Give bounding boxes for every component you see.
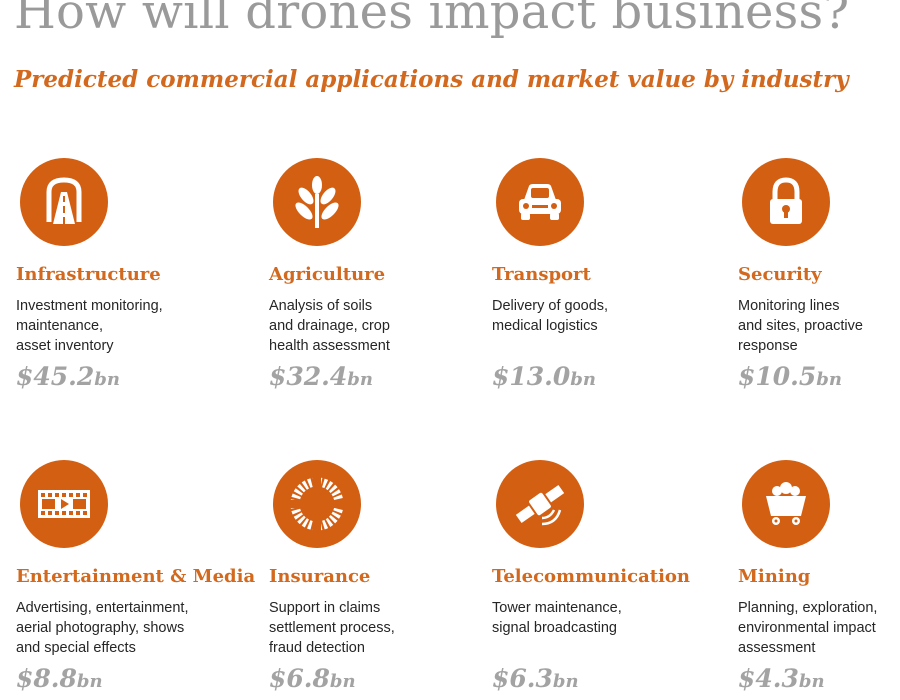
industry-title: Transport xyxy=(492,264,591,285)
industry-title: Mining xyxy=(738,566,811,587)
road-tunnel-icon xyxy=(20,158,108,246)
industry-description: Tower maintenance, signal broadcasting xyxy=(492,600,622,636)
industry-market-value: $32.4bn xyxy=(269,362,373,391)
industry-title: Insurance xyxy=(269,566,371,587)
industry-description: Monitoring lines and sites, proactive re… xyxy=(738,298,863,354)
film-strip-icon xyxy=(20,460,108,548)
industry-market-value: $6.3bn xyxy=(492,664,579,693)
mine-cart-icon xyxy=(742,460,830,548)
padlock-icon xyxy=(742,158,830,246)
industry-title: Entertainment & Media xyxy=(16,566,256,587)
industry-market-value: $8.8bn xyxy=(16,664,103,693)
industry-description: Advertising, entertainment, aerial photo… xyxy=(16,600,189,656)
industry-description: Planning, exploration, environmental imp… xyxy=(738,600,878,656)
page-subtitle: Predicted commercial applications and ma… xyxy=(14,66,849,93)
industry-description: Analysis of soils and drainage, crop hea… xyxy=(269,298,390,354)
industry-market-value: $45.2bn xyxy=(16,362,120,391)
industry-description: Investment monitoring, maintenance, asse… xyxy=(16,298,163,354)
industry-market-value: $10.5bn xyxy=(738,362,842,391)
industry-market-value: $4.3bn xyxy=(738,664,825,693)
wheat-icon xyxy=(273,158,361,246)
industry-description: Delivery of goods, medical logistics xyxy=(492,298,609,334)
industry-market-value: $13.0bn xyxy=(492,362,596,391)
industry-market-value: $6.8bn xyxy=(269,664,356,693)
satellite-icon xyxy=(496,460,584,548)
car-icon xyxy=(496,158,584,246)
industry-title: Telecommunication xyxy=(492,566,691,587)
industry-title: Security xyxy=(738,264,822,285)
page-title: How will drones impact business? xyxy=(14,0,850,40)
industry-title: Infrastructure xyxy=(16,264,161,285)
lifebuoy-icon xyxy=(273,460,361,548)
industry-title: Agriculture xyxy=(269,264,386,285)
industry-description: Support in claims settlement process, fr… xyxy=(269,600,395,656)
